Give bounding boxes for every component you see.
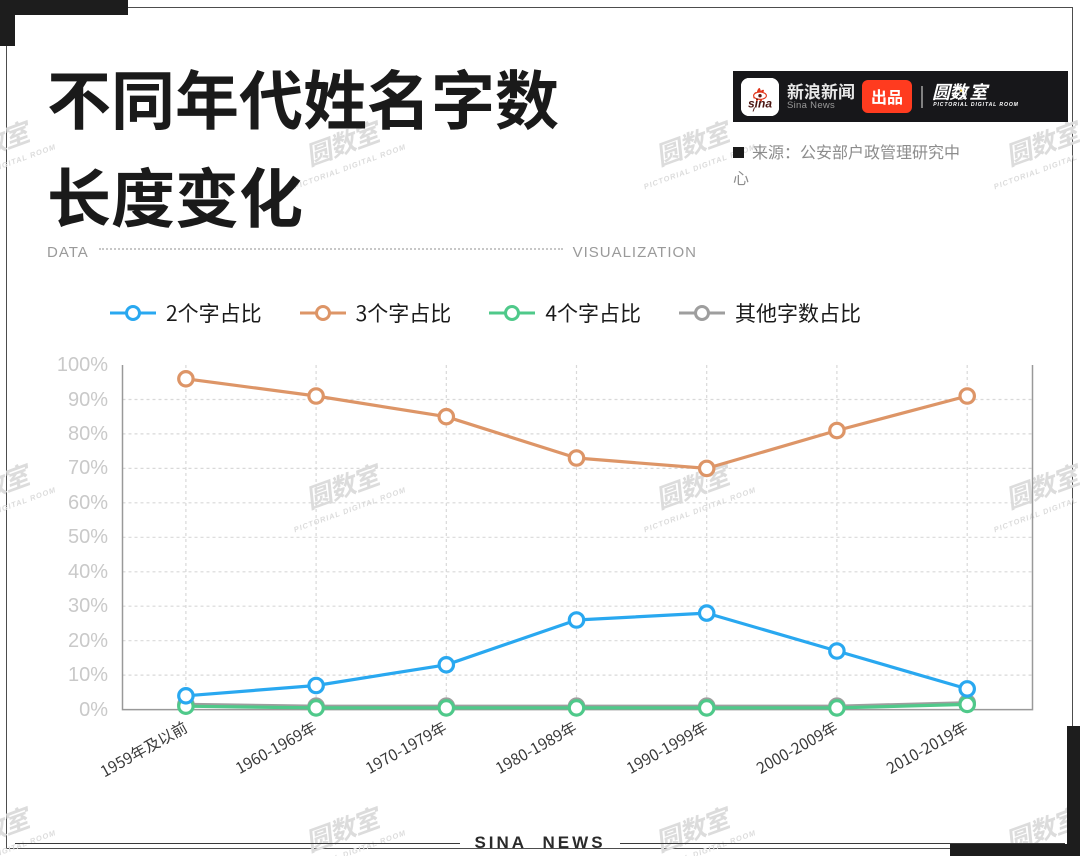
svg-text:sina: sina (748, 96, 772, 110)
svg-text:PICTORIAL DIGITAL ROOM: PICTORIAL DIGITAL ROOM (933, 102, 1019, 108)
